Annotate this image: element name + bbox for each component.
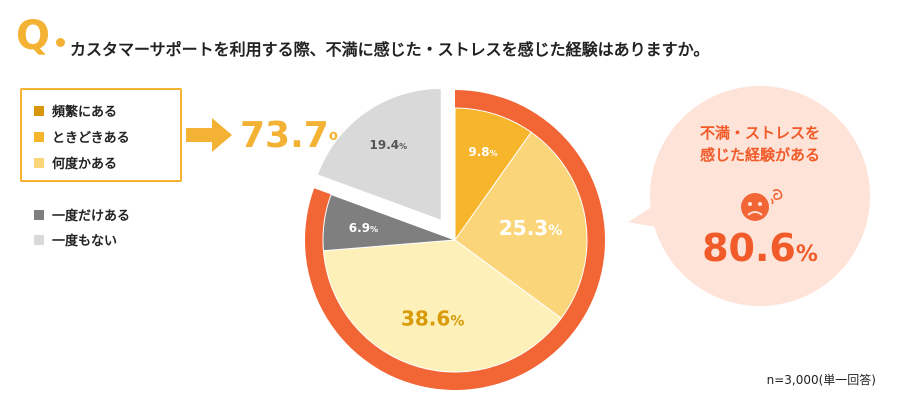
legend-label: ときどきある [52,131,130,146]
callout-value: 80.6% [660,226,860,270]
legend-swatch-sometimes [34,131,44,142]
arrow-right-icon [186,118,232,152]
legend-label: 頻繁にある [52,105,118,120]
pie-data-label: 6.9% [349,221,378,235]
pie-slice [454,107,532,242]
sample-note: n=3,000(単一回答) [766,373,876,387]
legend-item-sometimes: ときどきある [34,127,130,146]
pie-data-label: 38.6% [401,307,464,331]
pie-slice [322,239,563,373]
legend-swatch-never [34,234,44,245]
pie-slice [322,193,456,252]
question-mark-dot [56,38,65,47]
pie-data-label: 9.8% [468,145,497,159]
pie-slice [454,131,588,319]
summary-number: 73.7 [240,115,329,156]
callout-number: 80.6 [702,226,796,270]
callout-line-2: 感じた経験がある [699,146,820,164]
legend-group-box: 頻繁にある ときどきある 何度かある [20,88,182,182]
callout-text: 不満・ストレスを 感じた経験がある [660,122,860,166]
legend-item-frequent: 頻繁にある [34,101,117,120]
legend-swatch-several [34,157,44,168]
legend-item-once: 一度だけある [34,205,130,224]
sad-face-icon [741,189,783,221]
legend-item-several: 何度かある [34,153,117,172]
question-mark: Q [16,13,51,59]
legend-swatch-once [34,209,44,220]
legend-item-never: 一度もない [34,230,117,249]
question-text: カスタマーサポートを利用する際、不満に感じた・ストレスを感じた経験はありますか。 [70,40,710,59]
callout-line-1: 不満・ストレスを [699,124,820,142]
legend-label: 一度もない [52,234,118,249]
callout-unit: % [795,242,818,267]
pie-slice [316,87,442,222]
legend-swatch-frequent [34,105,44,116]
legend-label: 何度かある [52,157,118,172]
pie-data-label: 19.4% [370,138,408,152]
legend-label: 一度だけある [52,209,131,224]
pie-data-label: 25.3% [499,216,562,240]
